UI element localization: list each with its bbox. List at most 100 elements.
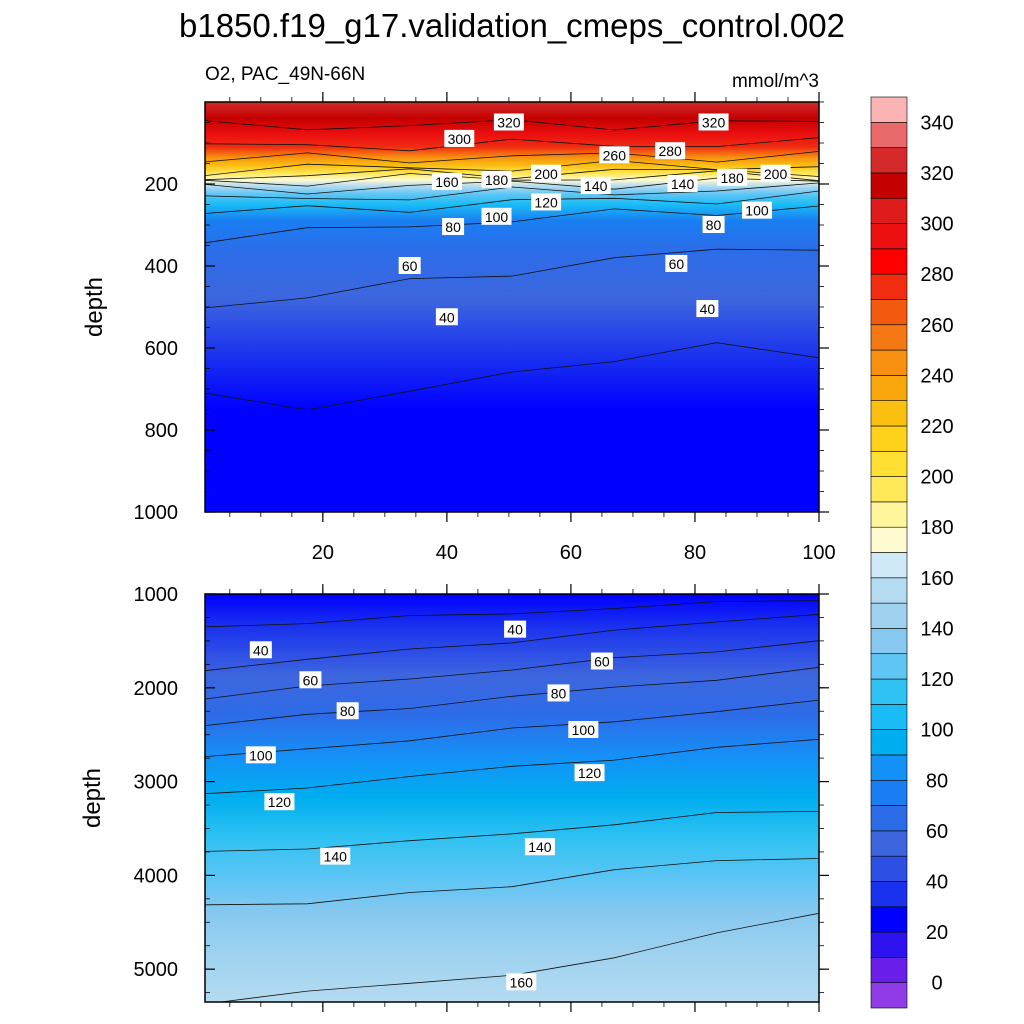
contour-label: 260 <box>599 146 630 164</box>
contour-line-200 <box>205 159 819 176</box>
contour-label-text: 260 <box>603 147 627 163</box>
contour-label: 80 <box>547 684 570 702</box>
contour-line-300 <box>205 137 819 152</box>
lower-contour-labels: 40 40 60 60 80 80 100 100 120 120 140 140 160 <box>245 620 613 991</box>
colorbar-cell <box>870 501 908 528</box>
contour-label-box <box>698 113 729 131</box>
contour-line-120 <box>205 182 819 201</box>
colorbar-cell <box>870 982 908 1009</box>
upper-subtitle-left: O2, PAC_49N-66N <box>205 64 365 85</box>
colorbar-cell <box>870 248 908 275</box>
contour-label-box <box>531 193 562 211</box>
contour-label-box <box>580 177 611 195</box>
colorbar-cell <box>870 552 908 579</box>
lower-plot-fill <box>205 594 819 1002</box>
contour-label: 100 <box>481 207 512 225</box>
contour-line-140 <box>205 811 819 852</box>
colorbar-cell <box>870 299 908 326</box>
colorbar-tick-label: 60 <box>926 821 948 843</box>
contour-label-text: 200 <box>764 166 788 182</box>
contour-label-box <box>481 170 512 188</box>
contour-label-text: 180 <box>485 172 509 188</box>
lower-contour-lines <box>205 600 819 1002</box>
colorbar-cell <box>870 754 908 781</box>
contour-label: 100 <box>245 746 276 764</box>
contour-label-box <box>667 175 698 192</box>
colorbar-cell <box>870 855 908 882</box>
contour-label-box <box>599 146 630 164</box>
contour-label: 140 <box>320 847 351 865</box>
y-tick-label: 200 <box>145 174 178 196</box>
contour-line-20 <box>205 600 819 628</box>
contour-label-box <box>531 164 562 182</box>
contour-label-text: 280 <box>658 143 682 159</box>
contour-label-text: 140 <box>324 849 348 865</box>
contour-line-60 <box>205 248 819 309</box>
contour-label: 160 <box>506 973 537 991</box>
colorbar-tick-label: 280 <box>920 264 953 286</box>
contour-label-text: 80 <box>706 217 722 233</box>
contour-label-text: 40 <box>507 622 523 638</box>
contour-label-box <box>444 129 475 147</box>
contour-label-text: 80 <box>340 703 356 719</box>
x-tick-label: 20 <box>312 542 334 564</box>
contour-label-text: 320 <box>702 115 726 131</box>
contour-label: 80 <box>442 218 465 236</box>
contour-label: 160 <box>431 172 462 190</box>
contour-label: 100 <box>568 721 599 738</box>
colorbar-cell <box>870 729 908 756</box>
contour-label-box <box>702 216 725 233</box>
colorbar-tick-label: 260 <box>920 315 953 337</box>
contour-label-box <box>481 207 512 225</box>
contour-label-box <box>336 702 359 720</box>
contour-label: 40 <box>435 308 458 326</box>
colorbar-cell <box>870 931 908 958</box>
contour-label: 200 <box>531 164 562 182</box>
contour-label-box <box>264 793 295 811</box>
colorbar-tick-label: 220 <box>920 416 953 438</box>
contour-label: 180 <box>717 168 748 186</box>
x-tick-label: 60 <box>560 542 582 564</box>
contour-label-box <box>398 257 421 274</box>
colorbar-tick-label: 340 <box>920 112 953 134</box>
contour-label-text: 160 <box>510 974 534 990</box>
colorbar-cell <box>870 223 908 250</box>
contour-label-text: 80 <box>445 219 461 235</box>
contour-line-140 <box>205 177 819 195</box>
contour-label: 80 <box>336 702 359 720</box>
colorbar-cell <box>870 197 908 224</box>
contour-label: 40 <box>696 300 719 318</box>
contour-label-text: 140 <box>584 178 608 194</box>
contour-line-120 <box>205 738 819 795</box>
contour-label-box <box>299 671 322 689</box>
colorbar-cell <box>870 628 908 655</box>
contour-line-80 <box>205 666 819 726</box>
colorbar-tick-label: 40 <box>926 871 948 893</box>
contour-label: 140 <box>667 175 698 192</box>
contour-label-text: 80 <box>551 685 567 701</box>
colorbar: 0 20 40 60 80 100 120 140 160 180 200 220 240 260 280 3… <box>870 96 954 1009</box>
contour-label: 280 <box>655 142 686 160</box>
colorbar-cell <box>870 678 908 705</box>
contour-line-100 <box>205 190 819 214</box>
contour-label: 140 <box>580 177 611 195</box>
colorbar-cell <box>870 400 908 427</box>
colorbar-cell <box>870 602 908 629</box>
contour-line-260 <box>205 151 819 164</box>
colorbar-tick-label: 200 <box>920 467 953 489</box>
contour-line-160 <box>205 170 819 187</box>
contour-label: 300 <box>444 129 475 147</box>
colorbar-cell <box>870 122 908 148</box>
colorbar-tick-label: 320 <box>920 163 953 185</box>
contour-label-text: 60 <box>594 654 610 670</box>
colorbar-cell <box>870 273 908 300</box>
contour-label: 200 <box>760 164 791 182</box>
contour-label: 40 <box>249 641 272 659</box>
contour-label-box <box>506 973 537 991</box>
contour-label: 320 <box>698 113 729 131</box>
colorbar-cell <box>870 881 908 908</box>
colorbar-tick-label: 20 <box>926 922 948 944</box>
colorbar-tick-label: 80 <box>926 770 948 792</box>
colorbar-cell <box>870 349 908 376</box>
